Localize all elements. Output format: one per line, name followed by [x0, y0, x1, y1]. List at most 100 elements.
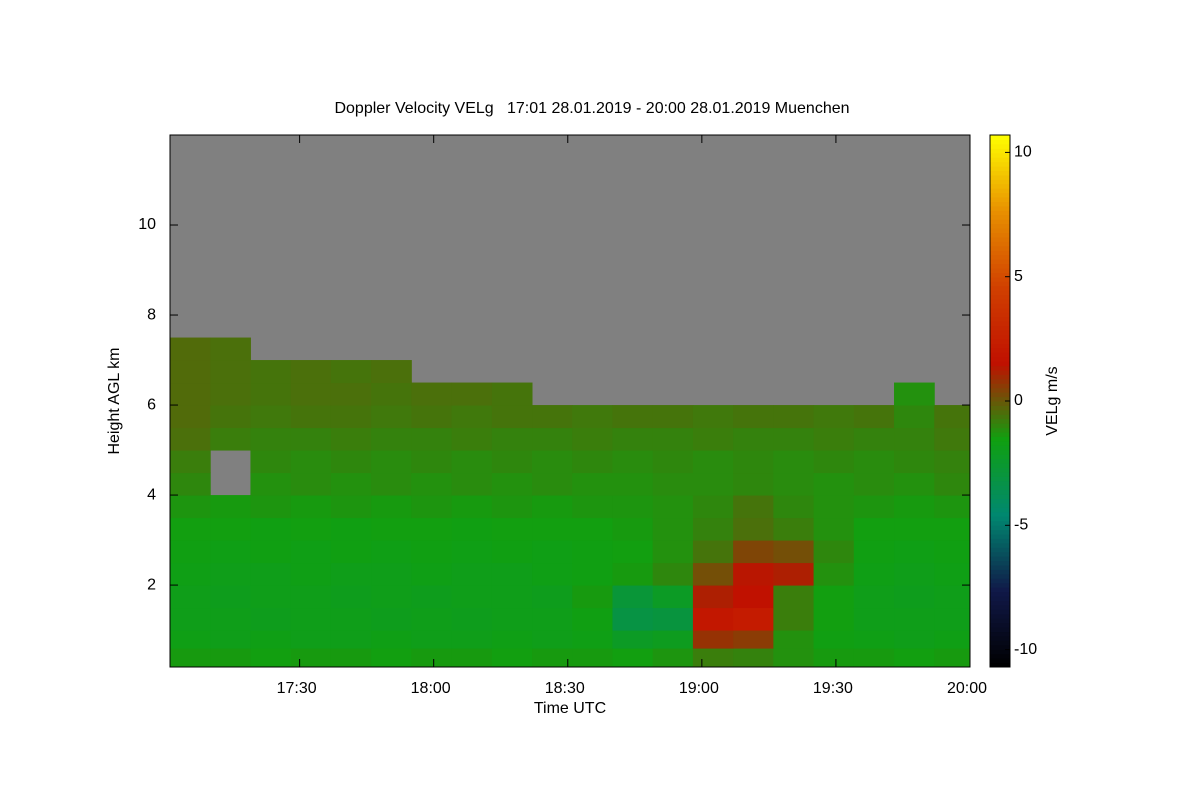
colorbar-segment [990, 263, 1010, 269]
heat-cell [451, 607, 493, 631]
heat-cell [491, 648, 533, 668]
heat-cell [652, 630, 694, 649]
heat-cell [250, 405, 292, 429]
heat-cell [572, 585, 613, 609]
colorbar-segment [990, 152, 1010, 158]
heat-cell [210, 427, 251, 451]
colorbar-segment [990, 662, 1010, 668]
colorbar-segment [990, 374, 1010, 380]
heat-cell [894, 382, 935, 406]
heat-cell [612, 562, 654, 586]
colorbar-segment [990, 653, 1010, 659]
heat-cell [250, 495, 292, 519]
heat-cell [894, 585, 935, 609]
heat-cell [330, 382, 372, 406]
heat-cell [894, 495, 935, 519]
heat-cell [733, 427, 774, 451]
colorbar-segment [990, 272, 1010, 278]
heat-cell [894, 517, 935, 541]
heat-cell [290, 648, 332, 668]
heat-cell [813, 427, 855, 451]
heat-cell [411, 472, 453, 496]
heat-cell [773, 540, 815, 564]
heat-cell [652, 540, 694, 564]
heat-cell [532, 450, 573, 474]
heat-cell [451, 405, 493, 429]
x-tick-label: 18:00 [411, 680, 451, 697]
x-tick-label: 17:30 [277, 680, 317, 697]
heat-cell [934, 562, 971, 586]
heat-cell [572, 472, 613, 496]
colorbar-segment [990, 627, 1010, 633]
colorbar-segment [990, 365, 1010, 371]
colorbar-segment [990, 529, 1010, 535]
heat-cell [451, 562, 493, 586]
heat-cell [451, 450, 493, 474]
heat-cell [371, 382, 412, 406]
colorbar-segment [990, 276, 1010, 282]
heat-cell [411, 405, 453, 429]
colorbar-tick-label: 5 [1014, 268, 1023, 285]
heat-cell [853, 607, 895, 631]
heat-cell [411, 648, 453, 668]
heat-cell [371, 450, 412, 474]
colorbar-segment [990, 214, 1010, 220]
heat-cell [773, 495, 815, 519]
colorbar-segment [990, 161, 1010, 167]
heat-cell [612, 405, 654, 429]
heat-cell [451, 648, 493, 668]
colorbar-segment [990, 401, 1010, 406]
heat-cell [170, 495, 211, 519]
colorbar-segment [990, 578, 1010, 584]
colorbar-segment [990, 139, 1010, 145]
heat-cell [652, 495, 694, 519]
colorbar-segment [990, 560, 1010, 566]
heat-cell [491, 517, 533, 541]
heat-cell [411, 517, 453, 541]
colorbar-segment [990, 591, 1010, 597]
heat-cell [572, 495, 613, 519]
heat-cell [813, 585, 855, 609]
colorbar-tick-label: -10 [1014, 641, 1037, 658]
heat-cell [894, 562, 935, 586]
heat-cell [813, 405, 855, 429]
colorbar-segment [990, 587, 1010, 593]
heat-cell [813, 517, 855, 541]
heat-cell [170, 472, 211, 496]
heat-cell [773, 585, 815, 609]
heat-cell [491, 450, 533, 474]
heat-cell [371, 517, 412, 541]
colorbar-segment [990, 347, 1010, 353]
heat-cell [652, 405, 694, 429]
colorbar-segment [990, 245, 1010, 251]
heat-cell [290, 540, 332, 564]
heat-cell [813, 562, 855, 586]
colorbar-segment [990, 223, 1010, 229]
heat-cell [652, 450, 694, 474]
colorbar-segment [990, 516, 1010, 522]
heat-cell [532, 517, 573, 541]
heat-cell [532, 427, 573, 451]
heat-cell [250, 517, 292, 541]
heat-cell [733, 648, 774, 668]
heat-cell [210, 585, 251, 609]
heat-cell [210, 517, 251, 541]
colorbar-segment [990, 463, 1010, 468]
colorbar-segment [990, 356, 1010, 362]
colorbar-segment [990, 361, 1010, 367]
heat-cell [733, 405, 774, 429]
heat-cell [612, 630, 654, 649]
colorbar-segment [990, 316, 1010, 322]
colorbar-segment [990, 307, 1010, 313]
colorbar-segment [990, 454, 1010, 460]
colorbar-segment [990, 285, 1010, 291]
heat-cell [170, 585, 211, 609]
heat-cell [733, 585, 774, 609]
colorbar-segment [990, 538, 1010, 544]
colorbar-segment [990, 573, 1010, 579]
heat-cell [894, 450, 935, 474]
colorbar-segment [990, 640, 1010, 646]
heat-cell [371, 562, 412, 586]
heat-cell [813, 495, 855, 519]
heat-cell [330, 517, 372, 541]
